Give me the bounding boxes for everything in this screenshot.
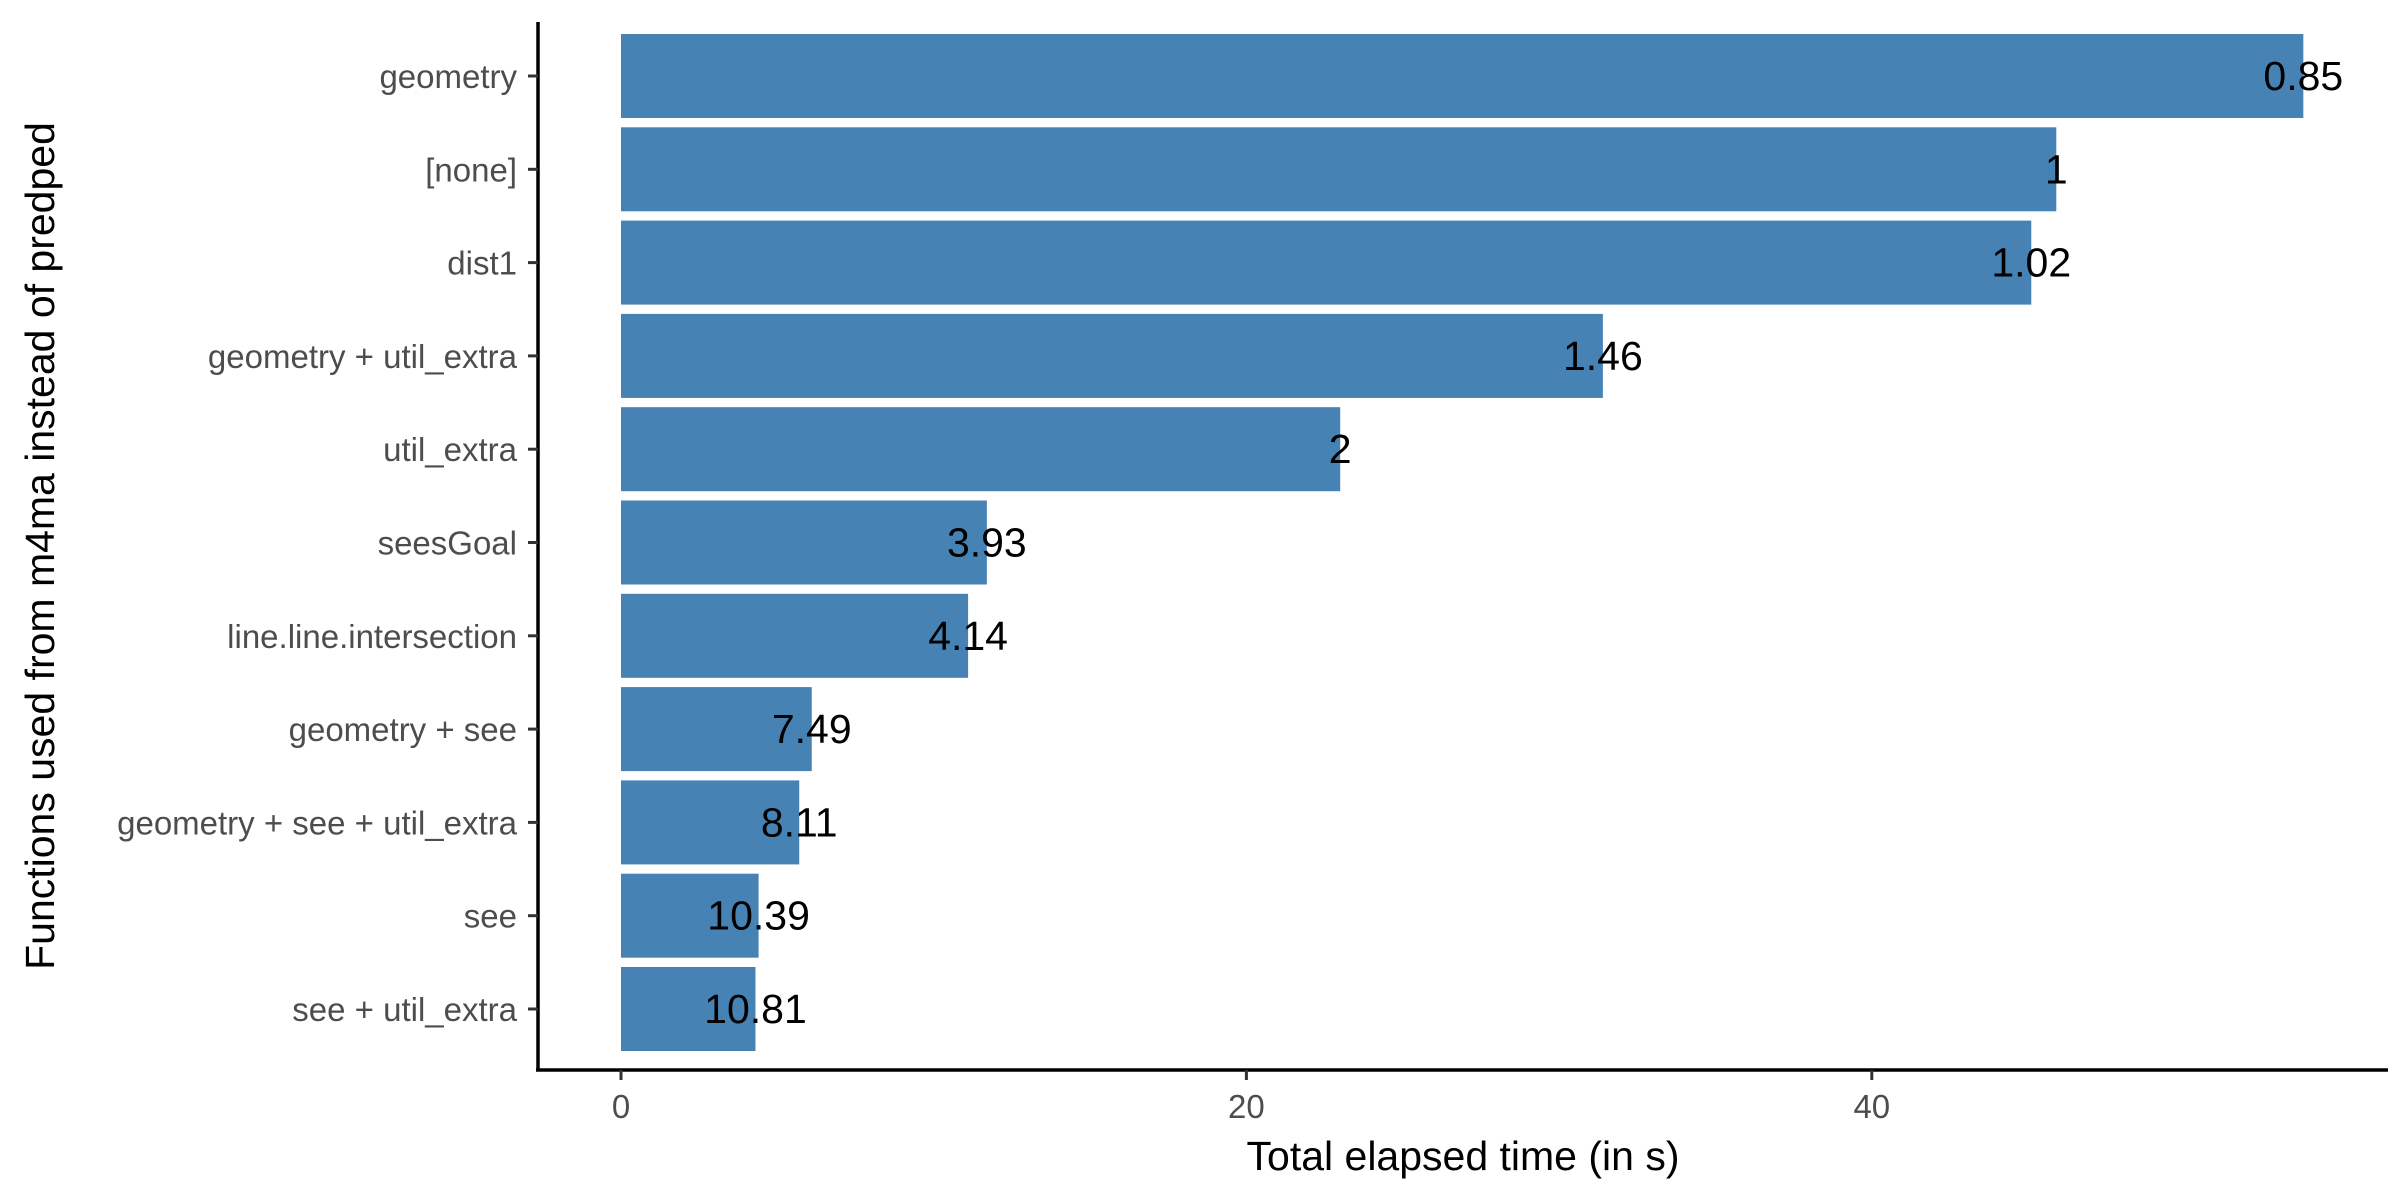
bar — [621, 500, 987, 585]
y-tick-label: geometry — [379, 58, 517, 95]
x-tick-label: 40 — [1853, 1088, 1890, 1125]
data-label: 8.11 — [761, 799, 838, 845]
y-tick-label: see — [464, 898, 517, 935]
y-ticks-layer: geometry [none] dist1 geometry + util_extra… — [117, 58, 538, 1028]
y-tick-label: geometry + see — [289, 711, 517, 748]
data-label: 0.85 — [2263, 53, 2343, 99]
y-tick-label: geometry + util_extra — [208, 338, 518, 375]
x-tick-label: 20 — [1228, 1088, 1265, 1125]
x-tick-label: 0 — [612, 1088, 630, 1125]
data-label: 1 — [2045, 146, 2068, 192]
y-tick-label: [none] — [425, 151, 517, 188]
bar — [621, 407, 1341, 492]
bar — [621, 967, 756, 1051]
bars-layer — [621, 34, 2304, 1051]
y-tick-label: see + util_extra — [292, 991, 517, 1028]
data-label: 10.39 — [707, 893, 810, 939]
x-ticks-layer: 0 20 40 — [612, 1070, 1890, 1125]
data-label: 3.93 — [947, 520, 1027, 566]
bar — [621, 313, 1603, 398]
y-tick-label: dist1 — [447, 245, 517, 282]
y-axis-title: Functions used from m4ma instead of pred… — [17, 122, 63, 970]
bar — [621, 127, 2057, 212]
data-label: 2 — [1329, 426, 1352, 472]
y-tick-label: geometry + see + util_extra — [117, 804, 518, 841]
data-label: 10.81 — [704, 986, 807, 1032]
y-tick-label: seesGoal — [378, 525, 517, 562]
data-label: 1.02 — [1991, 240, 2071, 286]
bar — [621, 687, 812, 772]
bar — [621, 593, 969, 678]
data-label: 4.14 — [928, 613, 1008, 659]
axes-layer — [536, 22, 2388, 1072]
bar — [621, 34, 2304, 118]
data-label: 1.46 — [1563, 333, 1643, 379]
bar — [621, 220, 2032, 305]
x-axis-title: Total elapsed time (in s) — [1247, 1133, 1680, 1179]
bar — [621, 873, 759, 958]
data-label: 7.49 — [772, 706, 852, 752]
y-tick-label: line.line.intersection — [227, 618, 517, 655]
bar — [621, 780, 800, 865]
data-labels-layer: 0.85 1 1.02 1.46 2 3.93 4.14 7.49 8.11 10.39 10.81 — [704, 53, 2343, 1032]
y-tick-label: util_extra — [383, 431, 518, 468]
